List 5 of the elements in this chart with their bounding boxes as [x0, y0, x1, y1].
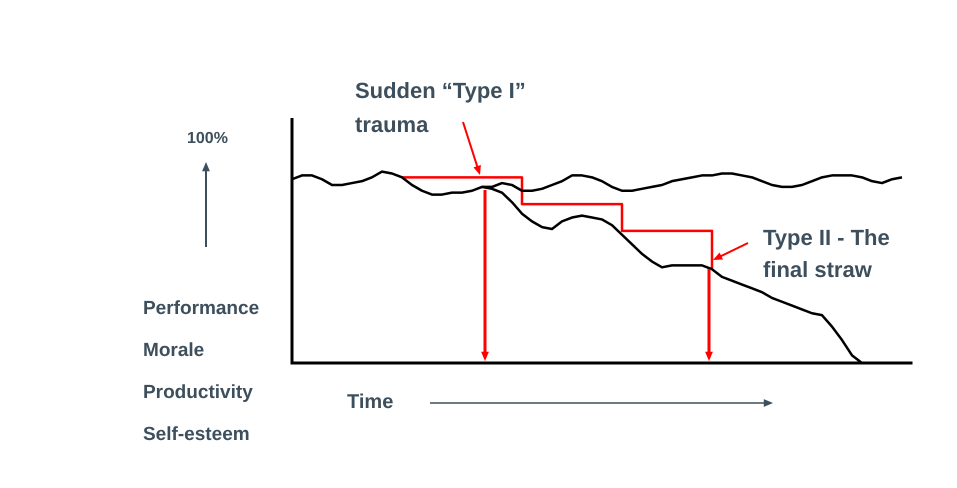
y-axis-title: Performance Morale Productivity Self-esteem [143, 297, 260, 447]
text: 100% [187, 130, 228, 148]
text: Sudden “Type I” trauma [355, 77, 526, 139]
x-axis-title: Time [347, 391, 394, 414]
annotation: Type II - The final straw [763, 224, 890, 284]
